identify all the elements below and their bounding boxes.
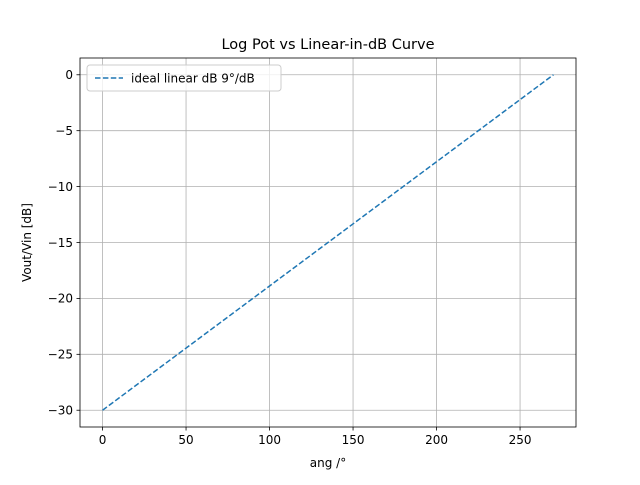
y-tick-label: 0 — [65, 68, 73, 82]
y-tick-label: −30 — [48, 404, 73, 418]
legend-box — [86, 64, 282, 92]
y-tick-label: −25 — [48, 348, 73, 362]
legend: ideal linear dB 9°/dB — [86, 64, 282, 92]
x-axis-ticks: 0 50 100 150 200 250 — [99, 427, 532, 447]
legend-entry-label: ideal linear dB 9°/dB — [131, 72, 255, 86]
y-tick-label: −5 — [55, 124, 73, 138]
y-tick-label: −20 — [48, 292, 73, 306]
x-tick-label: 150 — [342, 433, 365, 447]
x-tick-label: 50 — [178, 433, 193, 447]
y-tick-label: −15 — [48, 236, 73, 250]
x-tick-label: 100 — [258, 433, 281, 447]
x-axis-label: ang /° — [310, 456, 346, 470]
plot-series — [102, 74, 554, 411]
y-axis-label: Vout/Vin [dB] — [20, 203, 34, 282]
y-tick-label: −10 — [48, 180, 73, 194]
x-tick-label: 200 — [425, 433, 448, 447]
series-line-ideal-linear-db — [102, 74, 554, 411]
x-tick-label: 0 — [99, 433, 107, 447]
chart-title: Log Pot vs Linear-in-dB Curve — [221, 37, 434, 53]
y-axis-ticks: 0 −5 −10 −15 −20 −25 −30 — [48, 68, 80, 418]
x-tick-label: 250 — [509, 433, 532, 447]
